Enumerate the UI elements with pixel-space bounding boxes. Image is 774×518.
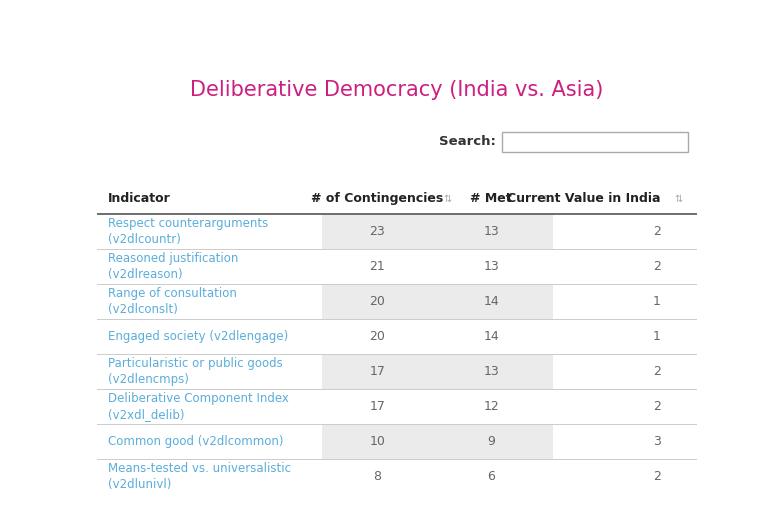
Bar bbox=[322, 249, 454, 284]
Text: Engaged society (v2dlengage): Engaged society (v2dlengage) bbox=[108, 330, 288, 343]
Bar bbox=[454, 424, 553, 459]
Text: 1: 1 bbox=[652, 330, 661, 343]
Text: Means-tested vs. universalistic
(v2dlunivl): Means-tested vs. universalistic (v2dluni… bbox=[108, 463, 290, 492]
Bar bbox=[322, 424, 454, 459]
Text: 2: 2 bbox=[652, 470, 661, 483]
Bar bbox=[103, 319, 322, 354]
Bar bbox=[103, 459, 322, 495]
Bar bbox=[454, 249, 553, 284]
Text: ⇅: ⇅ bbox=[543, 194, 550, 204]
Text: 8: 8 bbox=[373, 470, 381, 483]
Bar bbox=[454, 319, 553, 354]
Bar bbox=[553, 319, 697, 354]
Text: 17: 17 bbox=[369, 365, 385, 378]
Bar bbox=[454, 214, 553, 249]
Text: 10: 10 bbox=[369, 435, 385, 449]
Bar bbox=[553, 354, 697, 389]
Text: 17: 17 bbox=[369, 400, 385, 413]
Bar bbox=[322, 284, 454, 319]
Text: ⇅: ⇅ bbox=[312, 194, 320, 204]
Text: Deliberative Democracy (India vs. Asia): Deliberative Democracy (India vs. Asia) bbox=[190, 80, 604, 100]
Text: 14: 14 bbox=[484, 330, 499, 343]
Text: Particularistic or public goods
(v2dlencmps): Particularistic or public goods (v2dlenc… bbox=[108, 357, 283, 386]
Text: Indicator: Indicator bbox=[108, 192, 170, 205]
Bar bbox=[103, 424, 322, 459]
Text: Respect counterarguments
(v2dlcountr): Respect counterarguments (v2dlcountr) bbox=[108, 217, 268, 246]
Text: Range of consultation
(v2dlconslt): Range of consultation (v2dlconslt) bbox=[108, 287, 236, 316]
Text: 13: 13 bbox=[484, 365, 499, 378]
Bar bbox=[454, 284, 553, 319]
Bar bbox=[322, 214, 454, 249]
Bar bbox=[322, 389, 454, 424]
Text: 2: 2 bbox=[652, 365, 661, 378]
Bar bbox=[103, 389, 322, 424]
Bar bbox=[454, 459, 553, 495]
Text: 23: 23 bbox=[369, 225, 385, 238]
Text: 2: 2 bbox=[652, 260, 661, 273]
Bar bbox=[103, 354, 322, 389]
Text: 20: 20 bbox=[369, 330, 385, 343]
Bar bbox=[454, 389, 553, 424]
Text: ⇅: ⇅ bbox=[444, 194, 452, 204]
Text: # Met: # Met bbox=[471, 192, 512, 205]
Bar bbox=[553, 249, 697, 284]
Bar bbox=[553, 389, 697, 424]
Bar bbox=[454, 354, 553, 389]
Bar bbox=[97, 184, 697, 214]
Text: 13: 13 bbox=[484, 225, 499, 238]
Text: Common good (v2dlcommon): Common good (v2dlcommon) bbox=[108, 435, 283, 449]
Text: Reasoned justification
(v2dlreason): Reasoned justification (v2dlreason) bbox=[108, 252, 238, 281]
Bar bbox=[553, 459, 697, 495]
Text: 3: 3 bbox=[652, 435, 661, 449]
Bar bbox=[322, 354, 454, 389]
Text: 14: 14 bbox=[484, 295, 499, 308]
Bar bbox=[553, 284, 697, 319]
Text: 20: 20 bbox=[369, 295, 385, 308]
Text: 21: 21 bbox=[369, 260, 385, 273]
Bar bbox=[553, 424, 697, 459]
Bar bbox=[322, 459, 454, 495]
Text: Search:: Search: bbox=[439, 135, 495, 149]
Bar bbox=[553, 214, 697, 249]
Text: Current Value in India: Current Value in India bbox=[507, 192, 661, 205]
Text: 2: 2 bbox=[652, 225, 661, 238]
FancyBboxPatch shape bbox=[502, 133, 687, 151]
Text: 9: 9 bbox=[488, 435, 495, 449]
Bar bbox=[103, 249, 322, 284]
Text: ⇅: ⇅ bbox=[675, 194, 683, 204]
Text: # of Contingencies: # of Contingencies bbox=[311, 192, 444, 205]
Bar bbox=[103, 214, 322, 249]
Text: 12: 12 bbox=[484, 400, 499, 413]
Bar bbox=[322, 319, 454, 354]
Text: 1: 1 bbox=[652, 295, 661, 308]
Text: 13: 13 bbox=[484, 260, 499, 273]
Text: Deliberative Component Index
(v2xdl_delib): Deliberative Component Index (v2xdl_deli… bbox=[108, 392, 289, 421]
Bar bbox=[103, 284, 322, 319]
Text: 2: 2 bbox=[652, 400, 661, 413]
Text: 6: 6 bbox=[488, 470, 495, 483]
